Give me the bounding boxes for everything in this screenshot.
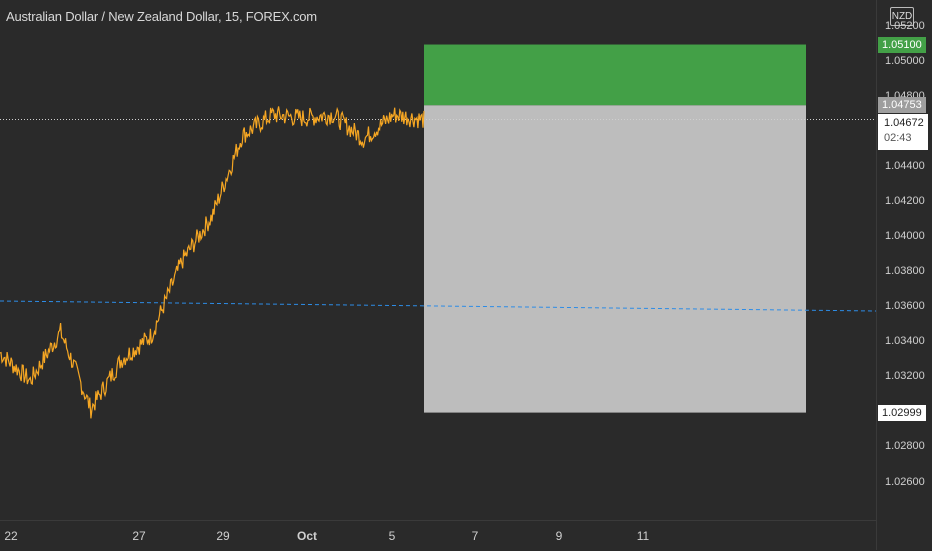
price-tick-label: 1.03600 [885, 300, 925, 313]
time-tick-label: 29 [216, 529, 230, 543]
price-tick-label: 1.05200 [885, 20, 925, 32]
take-profit-zone[interactable] [424, 44, 806, 106]
price-tick-label: 1.04400 [885, 160, 925, 173]
time-tick-label: 11 [636, 529, 650, 543]
price-tick-label: 1.05000 [885, 55, 925, 68]
time-tick-label: 22 [4, 529, 18, 543]
entry-price-label: 1.04753 [878, 97, 926, 114]
price-axis[interactable]: NZD 1.05200 1.05000 1.04800 1.04400 1.04200 1… [876, 0, 932, 550]
price-line [0, 106, 425, 419]
last-price-value: 1.04672 [884, 117, 924, 129]
time-axis[interactable]: 22 27 29 Oct 5 7 9 11 [0, 520, 876, 551]
time-tick-label: 5 [388, 529, 396, 543]
price-chart[interactable] [0, 0, 876, 520]
chart-pane[interactable]: Australian Dollar / New Zealand Dollar, … [0, 0, 876, 520]
horizontal-dashed-line[interactable] [0, 300, 876, 312]
price-tick-label: 1.04200 [885, 195, 925, 208]
symbol-title[interactable]: Australian Dollar / New Zealand Dollar, … [6, 9, 317, 24]
price-series [0, 106, 425, 419]
time-tick-label: Oct [296, 529, 318, 543]
time-tick-label: 9 [555, 529, 563, 543]
currency-badge[interactable]: NZD [890, 7, 914, 26]
time-tick-label: 27 [132, 529, 146, 543]
price-tick-label: 1.03800 [885, 265, 925, 278]
last-price-label: 1.04672 02:43 [878, 114, 928, 150]
take-profit-price-label: 1.05100 [878, 36, 926, 53]
price-tick-label: 1.04000 [885, 230, 925, 243]
time-tick-label: 7 [471, 529, 479, 543]
bar-countdown: 02:43 [884, 132, 912, 144]
price-tick-label: 1.02800 [885, 440, 925, 453]
price-tick-label: 1.02600 [885, 475, 925, 488]
price-tick-label: 1.03200 [885, 370, 925, 383]
stop-price-label: 1.02999 [878, 404, 926, 421]
stop-loss-zone[interactable] [424, 105, 806, 413]
price-tick-label: 1.03400 [885, 335, 925, 348]
